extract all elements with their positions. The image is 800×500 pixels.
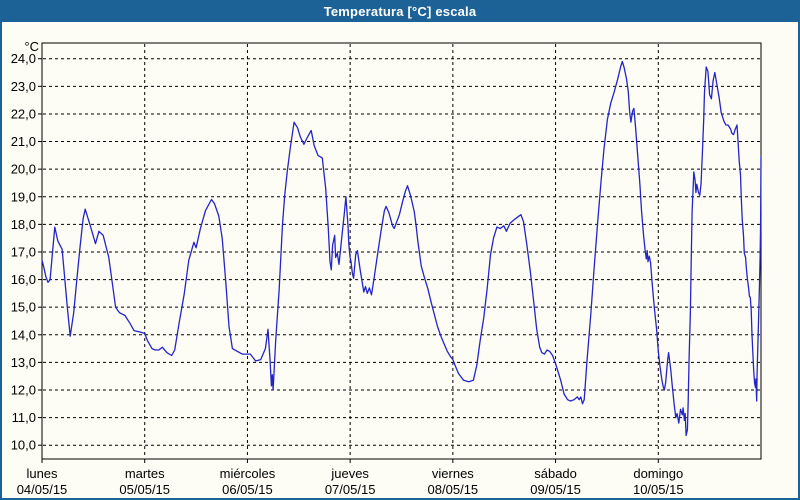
y-tick-label: 18,0 (11, 217, 36, 232)
y-tick-label: 23,0 (11, 79, 36, 94)
y-tick-label: 12,0 (11, 382, 36, 397)
y-tick-label: 17,0 (11, 244, 36, 259)
x-day-name-label: jueves (330, 466, 369, 481)
x-day-name-label: domingo (633, 466, 683, 481)
y-tick-label: 13,0 (11, 355, 36, 370)
y-axis-unit-label: °C (24, 39, 39, 54)
x-day-date-label: 08/05/15 (428, 482, 479, 497)
x-day-date-label: 04/05/15 (17, 482, 68, 497)
temperature-chart: 24,0 23,0 22,0 21,0 20,0 19,0 18,0 17,0 16,0 15,0… (11, 39, 762, 497)
temperature-line (41, 60, 762, 437)
x-day-name-label: viernes (432, 466, 474, 481)
y-tick-label: 16,0 (11, 272, 36, 287)
x-day-date-label: 05/05/15 (119, 482, 170, 497)
x-day-date-label: 07/05/15 (325, 482, 376, 497)
title-bar: Temperatura [°C] escala (2, 0, 798, 22)
y-tick-label: 19,0 (11, 189, 36, 204)
y-tick-label: 22,0 (11, 106, 36, 121)
x-day-name-label: sábado (534, 466, 577, 481)
x-day-date-label: 10/05/15 (633, 482, 684, 497)
y-tick-label: 11,0 (12, 410, 36, 425)
x-day-name-label: lunes (26, 466, 58, 481)
window-title: Temperatura [°C] escala (323, 3, 477, 19)
x-day-name-label: miércoles (220, 466, 276, 481)
y-tick-label: 15,0 (11, 300, 36, 315)
x-day-name-label: martes (125, 466, 165, 481)
y-tick-label: 21,0 (11, 134, 36, 149)
y-tick-label: 10,0 (11, 438, 36, 453)
x-day-date-label: 09/05/15 (530, 482, 581, 497)
x-day-date-label: 06/05/15 (222, 482, 273, 497)
y-tick-label: 14,0 (11, 327, 36, 342)
plot-border (41, 42, 762, 460)
y-tick-label: 24,0 (11, 51, 36, 66)
y-tick-label: 20,0 (11, 162, 36, 177)
